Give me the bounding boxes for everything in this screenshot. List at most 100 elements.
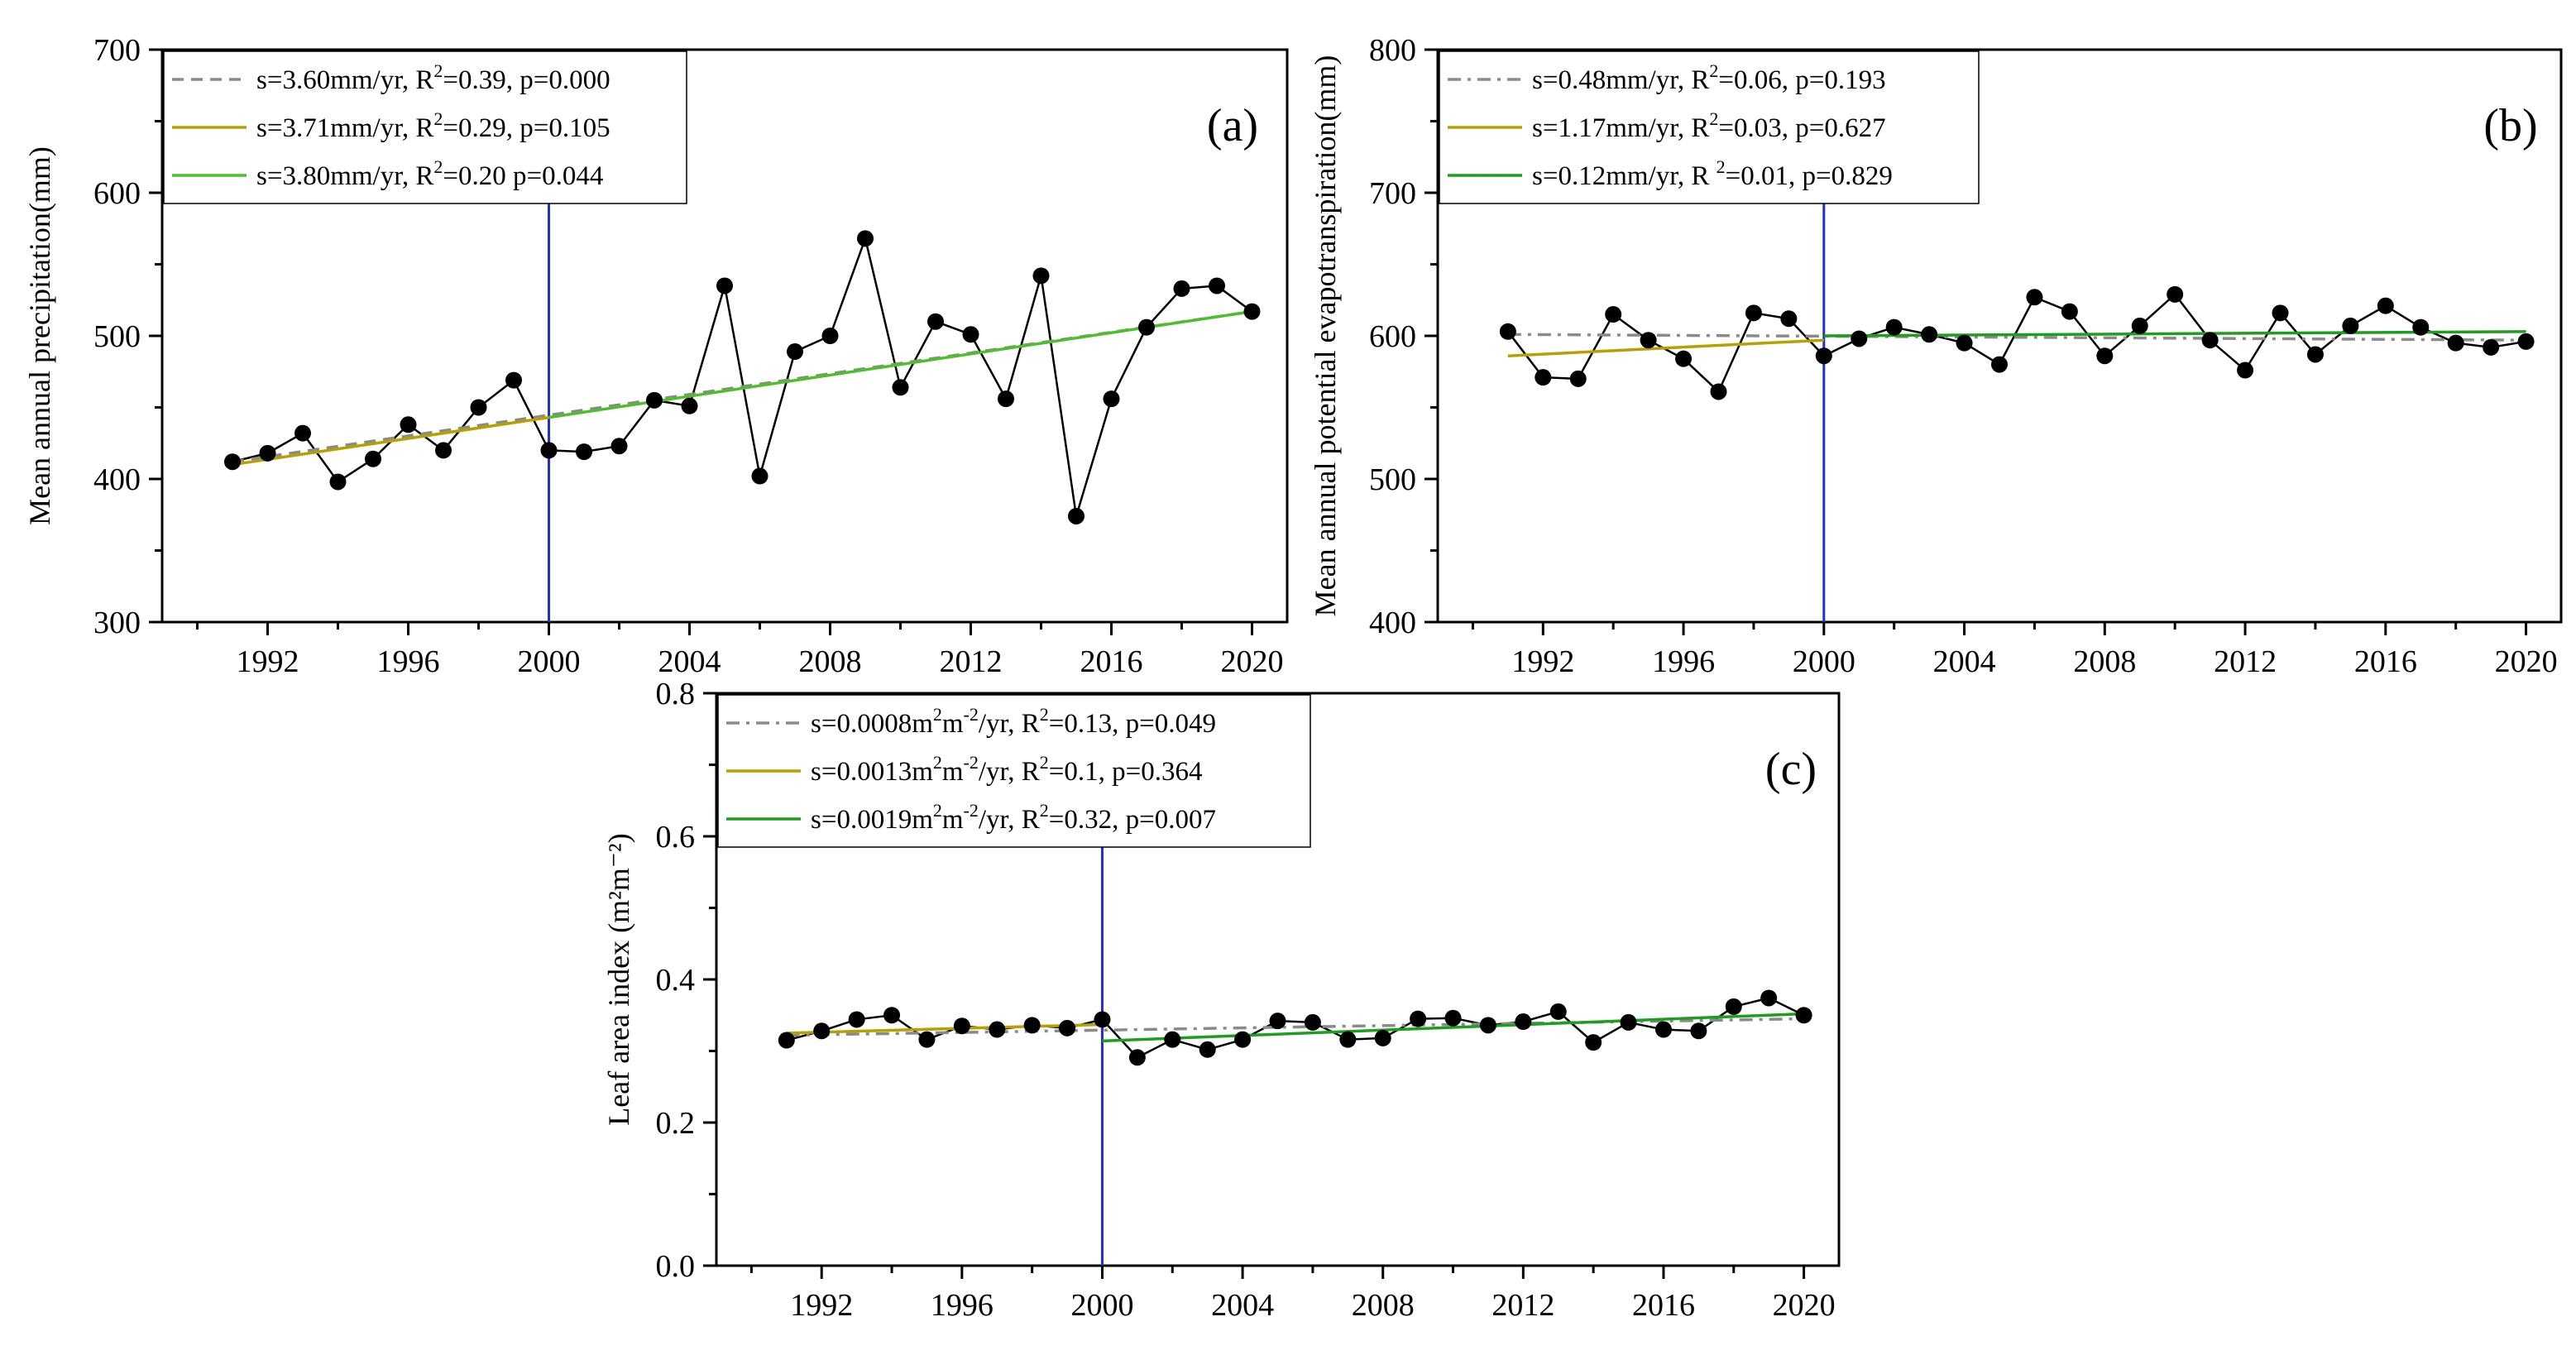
- y-tick-label: 700: [1369, 176, 1416, 211]
- data-point: [259, 444, 276, 462]
- x-tick-label: 1992: [237, 644, 299, 679]
- legend-box: [717, 694, 1311, 848]
- data-point: [1128, 1049, 1146, 1066]
- data-point: [224, 453, 241, 471]
- x-tick-label: 2020: [1773, 1288, 1836, 1323]
- legend-entry-1: s=3.60mm/yr, R2=0.39, p=0.000: [256, 60, 610, 95]
- data-point: [1780, 310, 1798, 328]
- data-point: [1991, 356, 2008, 373]
- data-point: [2201, 332, 2219, 349]
- x-tick-label: 2016: [2354, 644, 2417, 679]
- data-point: [1173, 280, 1190, 297]
- legend-entry-3: s=3.80mm/yr, R2=0.20 p=0.044: [256, 156, 603, 191]
- data-point: [1654, 1021, 1672, 1038]
- data-point: [329, 473, 347, 491]
- data-point: [857, 230, 874, 247]
- data-point: [1549, 1003, 1567, 1020]
- data-point: [1921, 326, 1938, 343]
- data-point: [1339, 1031, 1357, 1048]
- data-point: [787, 343, 803, 361]
- panel-label: (b): [2483, 100, 2537, 151]
- data-point: [1499, 323, 1516, 340]
- x-tick-label: 2000: [1070, 1288, 1133, 1323]
- trend-line-2: [232, 415, 549, 467]
- trend-line-2: [786, 1022, 1103, 1035]
- data-point: [1444, 1009, 1462, 1027]
- data-point: [1795, 1007, 1812, 1024]
- data-point: [2342, 317, 2359, 334]
- y-tick-label: 0.6: [656, 820, 696, 855]
- data-point: [294, 424, 311, 442]
- data-point: [1745, 304, 1762, 322]
- data-point: [435, 442, 452, 459]
- x-tick-label: 2016: [1632, 1288, 1695, 1323]
- y-tick-label: 0.2: [656, 1106, 696, 1141]
- data-point: [2061, 303, 2078, 320]
- data-point: [1710, 383, 1727, 400]
- data-point: [892, 379, 909, 396]
- data-point: [1620, 1013, 1637, 1031]
- y-tick-label: 400: [93, 462, 141, 497]
- data-point: [778, 1032, 795, 1049]
- legend-entry-3: s=0.12mm/yr, R 2=0.01, p=0.829: [1532, 156, 1893, 191]
- data-point: [918, 1031, 936, 1048]
- data-point: [2412, 318, 2430, 336]
- y-tick-label: 500: [1369, 462, 1416, 497]
- data-point: [1068, 507, 1085, 524]
- data-point: [1059, 1019, 1076, 1037]
- trend-line-3: [1102, 1012, 1804, 1043]
- data-point: [998, 390, 1014, 408]
- chart-panel-2: 1992 1996 2000 2004 2008 2012 2016 2020 400 500 60…: [1309, 33, 2563, 679]
- data-point: [1585, 1034, 1602, 1051]
- data-point: [1374, 1029, 1391, 1046]
- data-point: [2447, 334, 2464, 352]
- data-point: [2377, 297, 2394, 314]
- x-tick-label: 2008: [799, 644, 862, 679]
- legend-entry-2: s=0.0013m2m-2/yr, R2=0.1, p=0.364: [811, 752, 1202, 787]
- y-axis-title: Leaf area index (m²m⁻²): [602, 833, 635, 1125]
- legend-entry-3: s=0.0019m2m-2/yr, R2=0.32, p=0.007: [811, 800, 1216, 835]
- legend-entry-1: s=0.48mm/yr, R2=0.06, p=0.193: [1532, 60, 1886, 95]
- data-point: [1535, 369, 1552, 386]
- x-tick-label: 1996: [377, 644, 440, 679]
- trend-line-1: [1507, 333, 2526, 342]
- data-point: [1199, 1041, 1216, 1058]
- data-point: [1479, 1017, 1496, 1034]
- data-point: [716, 277, 733, 294]
- y-tick-label: 0.0: [656, 1249, 696, 1284]
- data-point: [953, 1017, 970, 1035]
- data-point: [2167, 285, 2184, 303]
- x-tick-label: 2000: [1793, 644, 1855, 679]
- y-axis-title: Mean annual potential evapotranspiration…: [1309, 55, 1342, 617]
- x-tick-label: 2012: [940, 644, 1003, 679]
- data-point: [576, 443, 592, 461]
- data-point: [1885, 318, 1903, 336]
- data-point: [365, 450, 381, 467]
- data-point: [1815, 347, 1832, 365]
- data-point: [1760, 989, 1778, 1007]
- panel-label: (c): [1765, 744, 1817, 795]
- data-point: [883, 1007, 901, 1024]
- data-point: [821, 328, 839, 344]
- data-point: [1209, 277, 1225, 294]
- x-tick-label: 2020: [1221, 644, 1284, 679]
- x-tick-label: 2004: [1211, 1288, 1274, 1323]
- data-point: [989, 1021, 1006, 1038]
- data-point: [1023, 1017, 1041, 1034]
- x-tick-label: 1992: [790, 1288, 853, 1323]
- data-point: [2306, 346, 2324, 363]
- x-tick-label: 1992: [1511, 644, 1574, 679]
- data-point: [1103, 390, 1120, 408]
- y-axis-title: Mean annual precipitation(mm): [23, 146, 56, 525]
- data-point: [540, 442, 558, 459]
- x-tick-label: 2004: [1933, 644, 1996, 679]
- data-point: [1269, 1013, 1286, 1030]
- data-point: [1164, 1031, 1181, 1048]
- x-tick-label: 2012: [1491, 1288, 1554, 1323]
- chart-panel-1: 1992 1996 2000 2004 2008 2012 2016 2020 300 400 50…: [23, 33, 1289, 679]
- data-point: [813, 1022, 831, 1040]
- x-tick-label: 2008: [1352, 1288, 1415, 1323]
- x-tick-label: 2020: [2495, 644, 2558, 679]
- x-tick-label: 2004: [658, 644, 721, 679]
